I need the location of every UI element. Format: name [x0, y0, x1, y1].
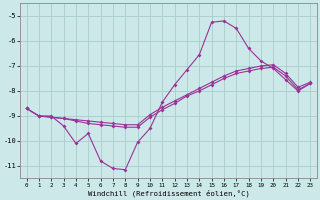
X-axis label: Windchill (Refroidissement éolien,°C): Windchill (Refroidissement éolien,°C)	[88, 189, 249, 197]
